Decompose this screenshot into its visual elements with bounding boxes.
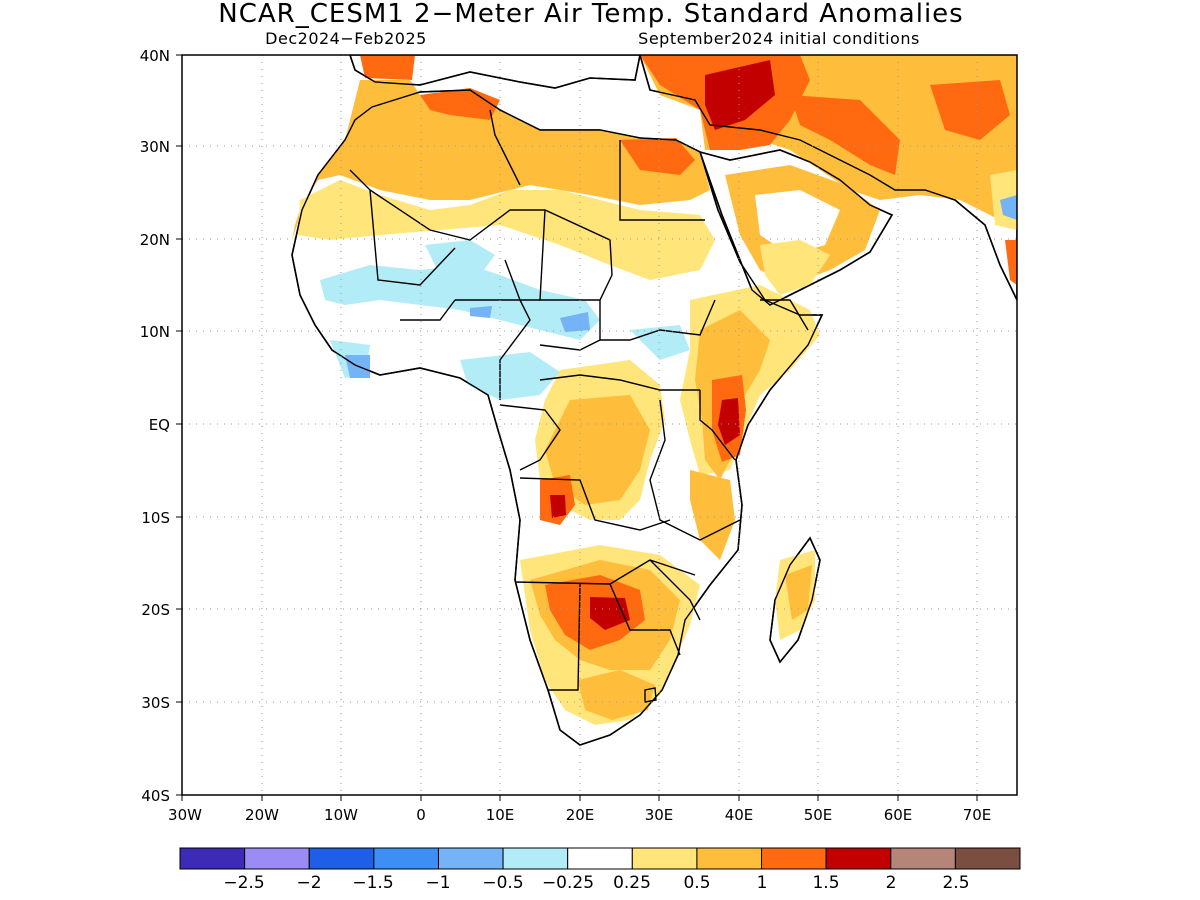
colorbar-label: 1.5 bbox=[812, 873, 839, 893]
colorbar-swatches bbox=[179, 847, 1021, 870]
colorbar-label: 1 bbox=[757, 873, 768, 893]
lon-label-0: 0 bbox=[416, 806, 426, 824]
colorbar-label: −0.5 bbox=[482, 873, 523, 893]
country-borders bbox=[291, 55, 1017, 746]
longitude-axis: 30W 20W 10W 0 10E 20E 30E 40E 50E 60E 70… bbox=[168, 795, 991, 824]
colorbar-swatch bbox=[502, 847, 569, 870]
colorbar-swatch bbox=[954, 847, 1021, 870]
lat-label-20s: 20S bbox=[141, 601, 170, 619]
colorbar-label: −2 bbox=[296, 873, 321, 893]
lon-label-70e: 70E bbox=[963, 806, 992, 824]
lon-label-50e: 50E bbox=[804, 806, 833, 824]
figure-title: NCAR_CESM1 2−Meter Air Temp. Standard An… bbox=[218, 0, 963, 29]
colorbar-label: 2.5 bbox=[942, 873, 969, 893]
colorbar-label: −0.25 bbox=[542, 873, 594, 893]
colorbar-label: 0.5 bbox=[683, 873, 710, 893]
colorbar-swatch bbox=[244, 847, 310, 870]
lat-label-30n: 30N bbox=[140, 138, 170, 156]
lon-label-20w: 20W bbox=[245, 806, 279, 824]
colorbar-swatch bbox=[890, 847, 956, 870]
colorbar-swatch bbox=[308, 847, 375, 870]
colorbar-swatch bbox=[567, 847, 633, 870]
colorbar-swatch bbox=[761, 847, 827, 870]
lon-label-20e: 20E bbox=[566, 806, 595, 824]
colorbar-swatch bbox=[437, 847, 504, 870]
colorbar-swatch bbox=[373, 847, 439, 870]
lon-label-10w: 10W bbox=[324, 806, 358, 824]
lon-label-10e: 10E bbox=[486, 806, 515, 824]
lat-label-20n: 20N bbox=[140, 231, 170, 249]
map-frame bbox=[181, 54, 1018, 796]
lon-label-30w: 30W bbox=[168, 806, 202, 824]
lat-label-10n: 10N bbox=[140, 323, 170, 341]
colorbar-label: 2 bbox=[886, 873, 897, 893]
period-label: Dec2024−Feb2025 bbox=[265, 29, 427, 48]
colorbar-swatch bbox=[179, 847, 246, 870]
colorbar-swatch bbox=[696, 847, 763, 870]
lat-label-30s: 30S bbox=[141, 694, 170, 712]
lat-label-40n: 40N bbox=[140, 47, 170, 65]
colorbar-label: −2.5 bbox=[223, 873, 264, 893]
colorbar: −2.5 −2 −1.5 −1 −0.5 −0.25 0.25 0.5 1 1.… bbox=[179, 847, 1021, 893]
lat-label-40s: 40S bbox=[141, 787, 170, 805]
lon-label-40e: 40E bbox=[725, 806, 754, 824]
colorbar-label: −1 bbox=[425, 873, 450, 893]
anomaly-shading bbox=[292, 55, 1017, 725]
map-panel bbox=[291, 55, 1017, 746]
colorbar-label: 0.25 bbox=[613, 873, 651, 893]
lon-label-30e: 30E bbox=[645, 806, 674, 824]
colorbar-label: −1.5 bbox=[352, 873, 393, 893]
gridlines bbox=[182, 55, 1017, 795]
latitude-axis: 40N 30N 20N 10N EQ 10S 20S 30S 40S bbox=[140, 47, 182, 805]
colorbar-swatch bbox=[825, 847, 892, 870]
colorbar-swatch bbox=[631, 847, 698, 870]
lat-label-10s: 10S bbox=[141, 509, 170, 527]
lon-label-60e: 60E bbox=[884, 806, 913, 824]
init-conditions-label: September2024 initial conditions bbox=[638, 29, 920, 48]
lat-label-eq: EQ bbox=[149, 416, 170, 434]
